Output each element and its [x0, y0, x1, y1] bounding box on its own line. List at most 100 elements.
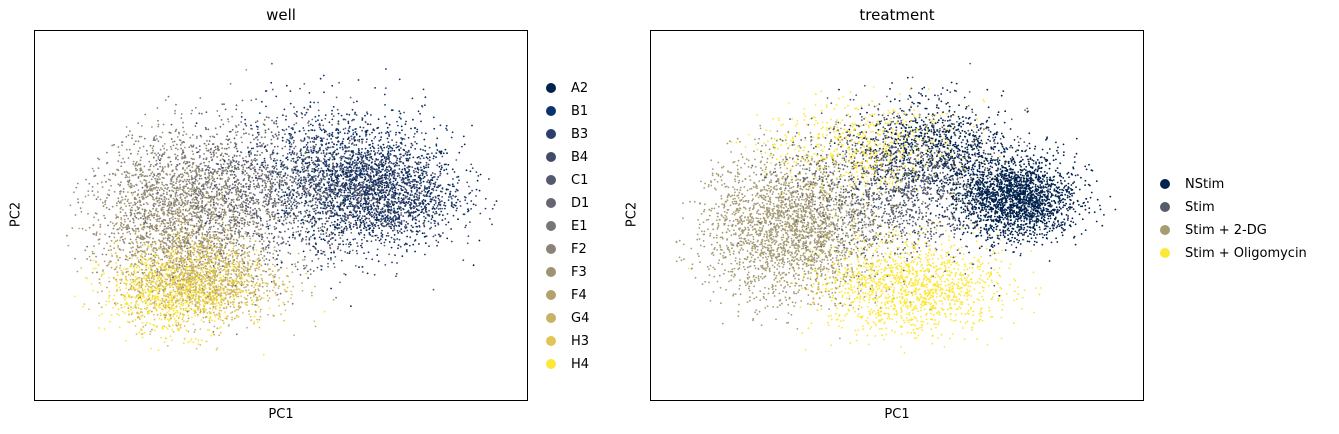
- data-point: [417, 163, 420, 166]
- data-point: [123, 202, 126, 205]
- data-point: [379, 182, 382, 185]
- data-point: [340, 159, 342, 162]
- data-point: [179, 183, 181, 186]
- data-point: [428, 187, 431, 190]
- data-point: [370, 181, 373, 184]
- data-point: [172, 309, 175, 312]
- data-point: [390, 187, 392, 190]
- data-point: [111, 205, 114, 208]
- data-point: [159, 312, 162, 314]
- data-point: [314, 219, 316, 222]
- data-point: [291, 151, 294, 154]
- data-point: [205, 273, 208, 275]
- data-point: [124, 226, 127, 229]
- data-point: [311, 218, 314, 220]
- data-point: [407, 159, 410, 162]
- data-point: [349, 187, 352, 190]
- data-point: [307, 129, 310, 132]
- data-point: [336, 137, 338, 139]
- data-point: [232, 261, 235, 263]
- data-point: [167, 95, 170, 98]
- data-point: [86, 258, 88, 260]
- data-point: [163, 255, 166, 258]
- data-point: [325, 206, 328, 209]
- data-point: [259, 259, 261, 262]
- data-point: [195, 255, 198, 258]
- data-point: [344, 273, 347, 276]
- data-point: [330, 258, 332, 261]
- data-point: [230, 273, 233, 275]
- data-point: [209, 272, 211, 275]
- data-point: [178, 131, 180, 134]
- data-point: [137, 163, 140, 166]
- data-point: [355, 114, 358, 116]
- data-point: [158, 317, 161, 320]
- data-point: [165, 197, 168, 200]
- data-point: [212, 173, 215, 176]
- data-point: [422, 165, 425, 168]
- data-point: [157, 255, 159, 257]
- data-point: [210, 334, 213, 337]
- data-point: [453, 171, 456, 173]
- data-point: [235, 147, 238, 150]
- data-point: [228, 249, 230, 252]
- data-point: [139, 276, 141, 279]
- data-point: [235, 193, 238, 196]
- data-point: [312, 270, 315, 272]
- data-point: [459, 200, 461, 203]
- data-point: [334, 176, 337, 179]
- data-point: [153, 202, 155, 205]
- data-point: [161, 155, 163, 157]
- data-point: [161, 300, 164, 302]
- data-point: [205, 293, 208, 296]
- data-point: [140, 173, 143, 176]
- data-point: [237, 288, 240, 290]
- data-point: [184, 219, 187, 221]
- data-point: [371, 223, 374, 226]
- data-point: [297, 156, 300, 158]
- data-point: [181, 318, 184, 321]
- data-point: [331, 170, 334, 173]
- data-point: [183, 265, 186, 267]
- data-point: [133, 201, 136, 204]
- data-point: [131, 250, 134, 253]
- data-point: [415, 208, 418, 211]
- data-point: [134, 252, 136, 255]
- data-point: [303, 176, 305, 179]
- data-point: [200, 240, 202, 243]
- data-point: [416, 130, 418, 133]
- data-point: [153, 225, 156, 228]
- data-point: [201, 196, 204, 198]
- data-point: [436, 149, 439, 151]
- data-point: [333, 184, 335, 186]
- data-point: [314, 285, 316, 288]
- data-point: [237, 315, 240, 318]
- data-point: [358, 210, 361, 213]
- data-point: [243, 163, 246, 166]
- data-point: [204, 205, 206, 208]
- data-point: [425, 156, 428, 159]
- data-point: [402, 201, 404, 204]
- data-point: [191, 279, 194, 282]
- data-point: [319, 140, 322, 142]
- data-point: [351, 163, 353, 166]
- data-point: [141, 215, 144, 218]
- data-point: [262, 165, 265, 168]
- data-point: [289, 90, 292, 92]
- data-point: [373, 186, 376, 189]
- data-point: [278, 133, 280, 136]
- data-point: [421, 105, 424, 108]
- data-point: [201, 269, 204, 272]
- data-point: [276, 293, 279, 296]
- data-point: [116, 313, 119, 315]
- data-point: [439, 170, 442, 173]
- data-point: [392, 220, 395, 223]
- data-point: [362, 126, 365, 129]
- data-point: [251, 263, 254, 266]
- data-point: [258, 228, 260, 231]
- data-point: [212, 231, 215, 233]
- data-point: [371, 211, 373, 214]
- data-point: [143, 237, 146, 240]
- data-point: [129, 278, 132, 281]
- data-point: [339, 169, 341, 172]
